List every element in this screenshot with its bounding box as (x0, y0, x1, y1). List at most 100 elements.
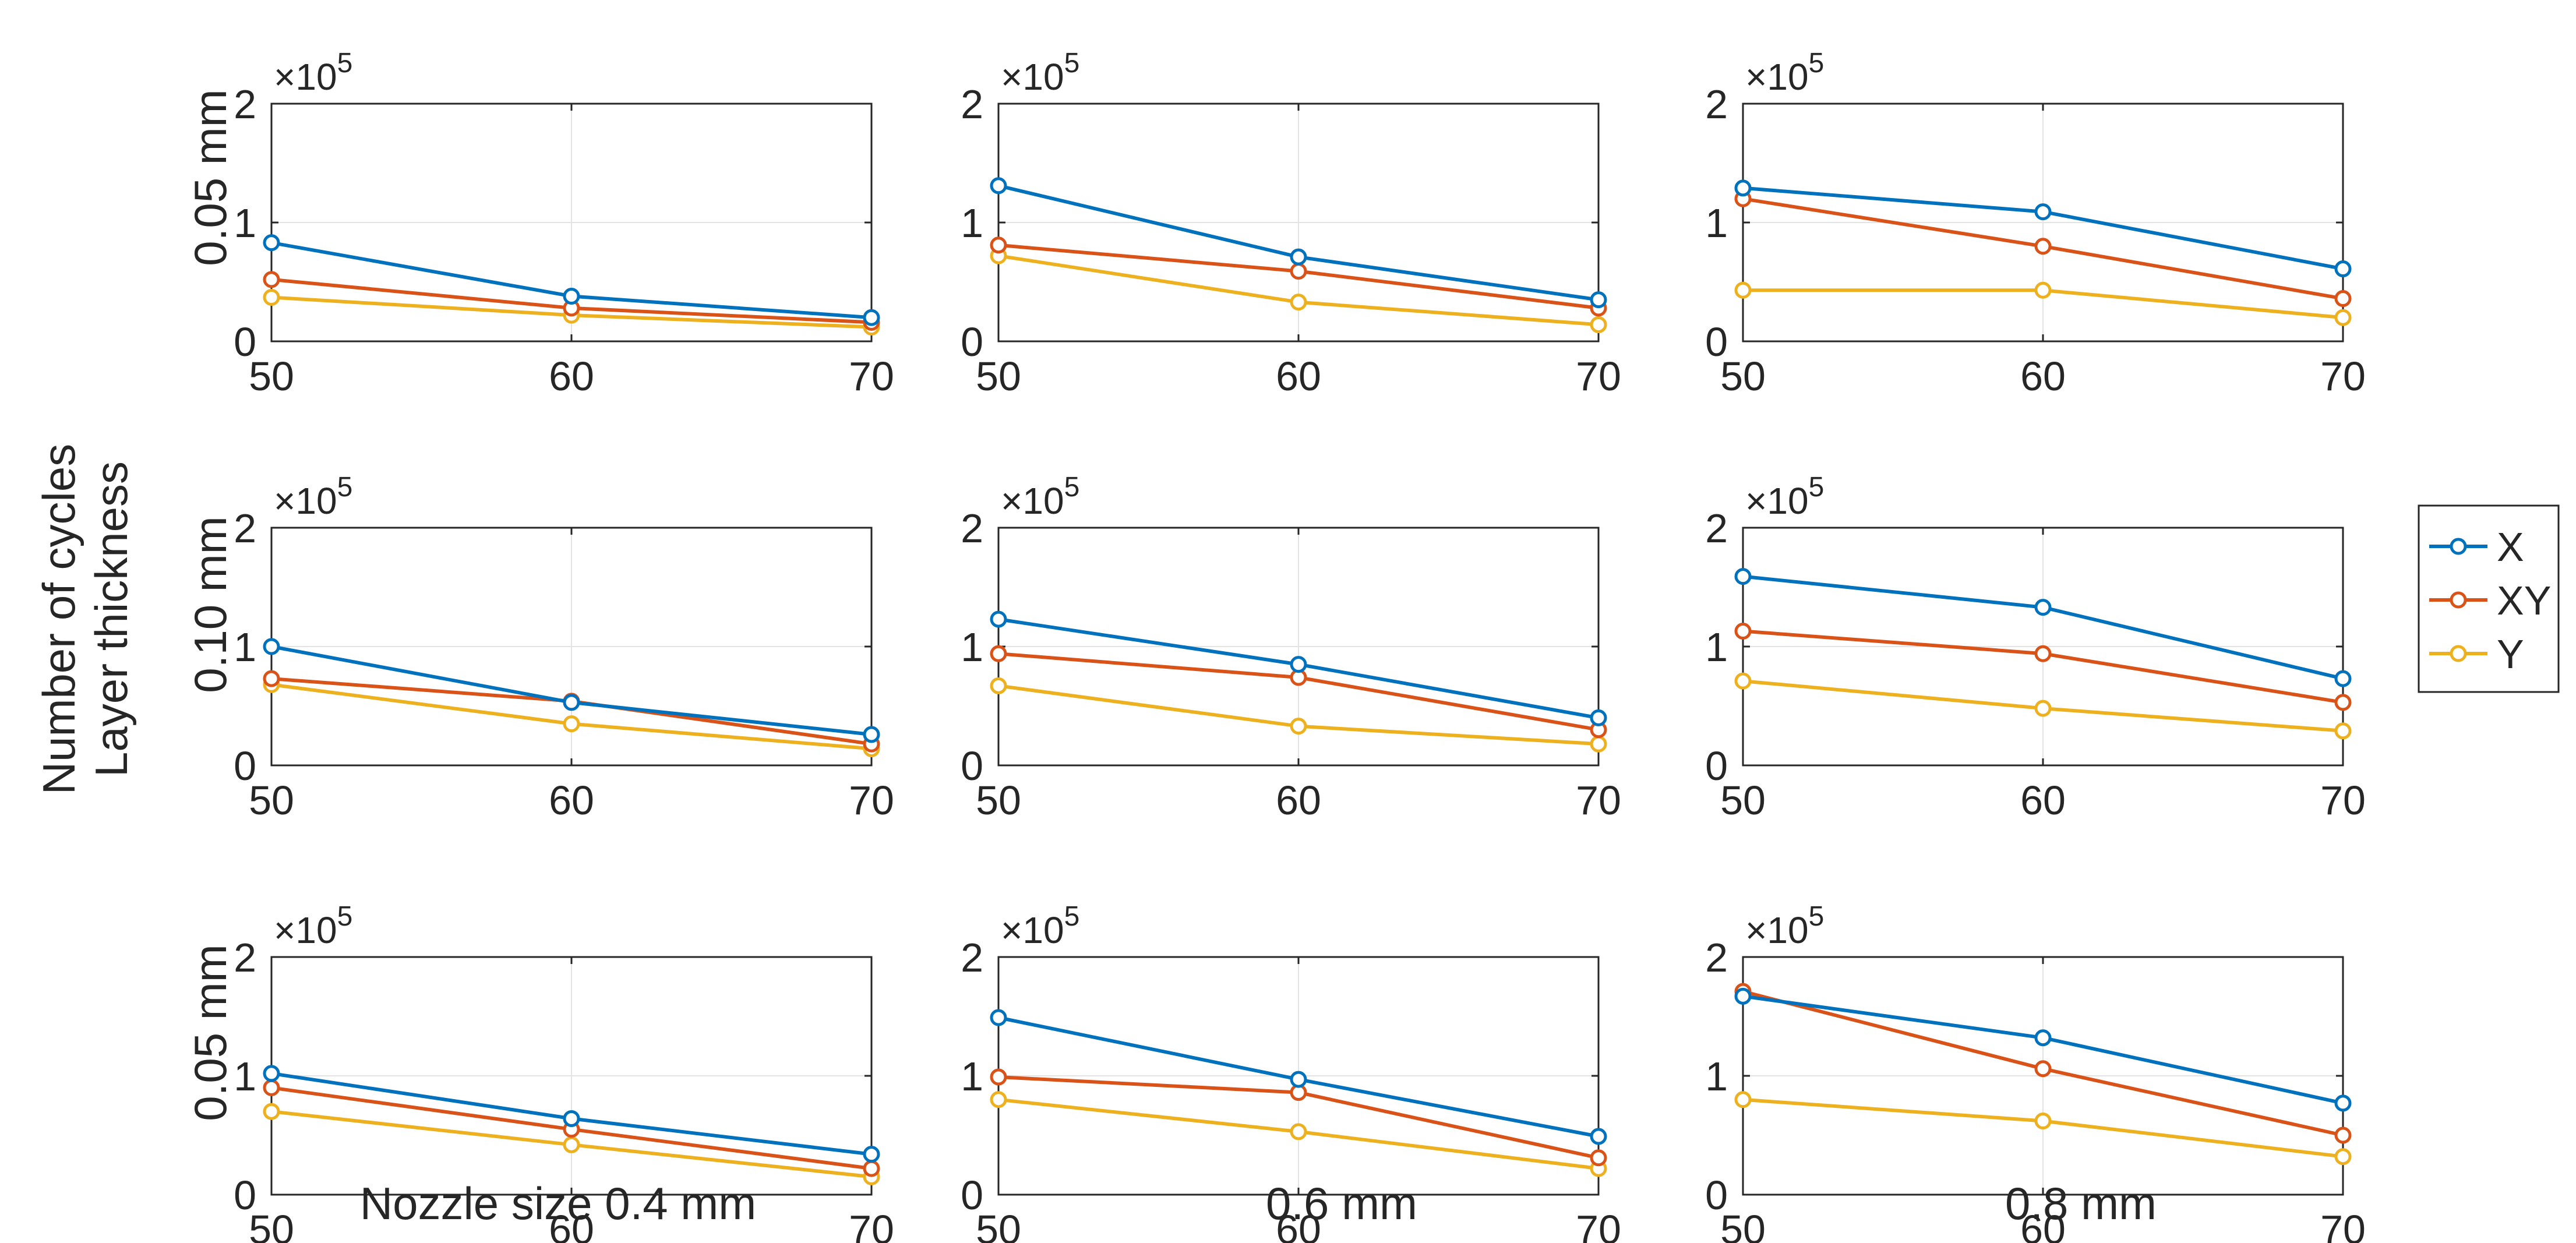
y-tick-label: 0 (961, 1173, 983, 1218)
data-point-x (1734, 568, 1752, 585)
data-point-x (1590, 709, 1607, 726)
figure-ylabel-line1: Number of cycles (33, 444, 84, 795)
y-tick-label: 2 (1705, 82, 1728, 127)
data-point-y (1290, 718, 1307, 735)
y-tick-label: 0 (961, 319, 983, 365)
row-label-2: 0.10 mm (185, 516, 236, 693)
data-point-y (2334, 722, 2352, 740)
x-tick-label: 50 (249, 354, 294, 399)
y-exponent-base: ×10 (1745, 909, 1809, 951)
x-tick-label: 70 (2320, 778, 2366, 823)
data-point-y (563, 1136, 580, 1153)
y-exponent-base: ×10 (1001, 56, 1064, 98)
y-tick-label: 2 (234, 935, 256, 980)
legend-label-x: X (2497, 524, 2524, 570)
figure-ylabel-line2: Layer thickness (86, 461, 137, 777)
y-exponent-label: ×105 (1001, 901, 1079, 951)
data-point-y (1734, 281, 1752, 299)
y-tick-label: 1 (234, 200, 256, 246)
data-point-y (263, 1103, 280, 1120)
data-point-xy (2034, 1060, 2052, 1078)
y-exponent-base: ×10 (274, 56, 337, 98)
y-exponent-label: ×105 (1001, 472, 1079, 522)
y-tick-label: 2 (234, 506, 256, 551)
data-point-x (990, 1009, 1007, 1026)
y-tick-label: 2 (1705, 935, 1728, 980)
data-point-x (1590, 291, 1607, 309)
panel-row3-col1: 50 60 70 0 1 2 ×105 (234, 901, 894, 1243)
y-exponent-label: ×105 (1745, 48, 1824, 98)
data-point-x (863, 1146, 880, 1163)
data-point-x (990, 177, 1007, 195)
data-point-xy (263, 670, 280, 687)
y-exponent-base: ×10 (1001, 480, 1064, 522)
y-tick-label: 0 (1705, 319, 1728, 365)
data-point-xy (863, 1160, 880, 1177)
data-point-y (563, 715, 580, 733)
x-tick-label: 60 (1276, 778, 1321, 823)
data-point-x (563, 694, 580, 711)
data-point-xy (2334, 1127, 2352, 1144)
y-exponent-base: ×10 (1745, 56, 1809, 98)
legend-marker-y (2450, 645, 2467, 662)
y-exponent-power: 5 (337, 472, 353, 503)
x-tick-label: 70 (1576, 778, 1621, 823)
data-point-xy (2334, 290, 2352, 308)
y-exponent-label: ×105 (274, 48, 352, 98)
y-exponent-label: ×105 (1001, 48, 1079, 98)
x-tick-label: 60 (2020, 354, 2066, 399)
data-point-xy (1590, 1149, 1607, 1167)
legend-label-y: Y (2497, 631, 2524, 677)
y-exponent-label: ×105 (1745, 472, 1824, 522)
row-label-3: 0.05 mm (185, 944, 236, 1121)
data-point-y (2034, 700, 2052, 717)
legend: X XY Y (2418, 504, 2560, 693)
panel-row3-col2: 50 60 70 0 1 2 ×105 (961, 901, 1621, 1243)
data-point-x (863, 726, 880, 743)
data-point-x (2034, 599, 2052, 616)
y-exponent-power: 5 (1064, 472, 1080, 503)
y-tick-label: 1 (1705, 624, 1728, 670)
data-point-y (263, 289, 280, 306)
x-tick-label: 50 (976, 778, 1021, 823)
x-tick-label: 50 (249, 778, 294, 823)
data-point-y (990, 1091, 1007, 1108)
col-label-1: Nozzle size 0.4 mm (360, 1178, 757, 1229)
y-tick-label: 2 (961, 935, 983, 980)
y-tick-label: 1 (1705, 200, 1728, 246)
data-point-x (263, 1065, 280, 1082)
data-point-y (1734, 672, 1752, 690)
data-point-y (2034, 281, 2052, 299)
panel-row2-col2: 50 60 70 0 1 2 ×105 (961, 472, 1621, 823)
y-tick-label: 2 (961, 82, 983, 127)
data-point-y (1590, 316, 1607, 333)
y-tick-label: 1 (961, 1054, 983, 1099)
col-label-2: 0.6 mm (1266, 1178, 1417, 1229)
y-exponent-label: ×105 (1745, 901, 1824, 951)
y-exponent-power: 5 (1064, 48, 1080, 79)
legend-marker-x (2450, 538, 2467, 555)
y-exponent-power: 5 (1809, 48, 1825, 79)
y-tick-label: 1 (234, 1054, 256, 1099)
y-tick-label: 0 (234, 1173, 256, 1218)
data-point-xy (990, 236, 1007, 254)
x-tick-label: 50 (249, 1207, 294, 1243)
row-label-1: 0.05 mm (185, 89, 236, 266)
data-point-y (990, 677, 1007, 694)
panel-row1-col1: 50 60 70 0 1 2 ×105 (234, 48, 894, 399)
data-point-x (1734, 987, 1752, 1005)
y-tick-label: 2 (234, 82, 256, 127)
data-point-x (1290, 656, 1307, 673)
x-tick-label: 60 (2020, 1207, 2066, 1243)
x-tick-label: 70 (1576, 1207, 1621, 1243)
data-point-y (1290, 294, 1307, 311)
data-point-xy (990, 645, 1007, 662)
y-tick-label: 0 (961, 743, 983, 789)
y-exponent-base: ×10 (1001, 909, 1064, 951)
y-tick-label: 1 (234, 624, 256, 670)
x-tick-label: 60 (549, 778, 594, 823)
x-tick-label: 70 (2320, 354, 2366, 399)
y-tick-label: 2 (961, 506, 983, 551)
y-exponent-power: 5 (337, 48, 353, 79)
